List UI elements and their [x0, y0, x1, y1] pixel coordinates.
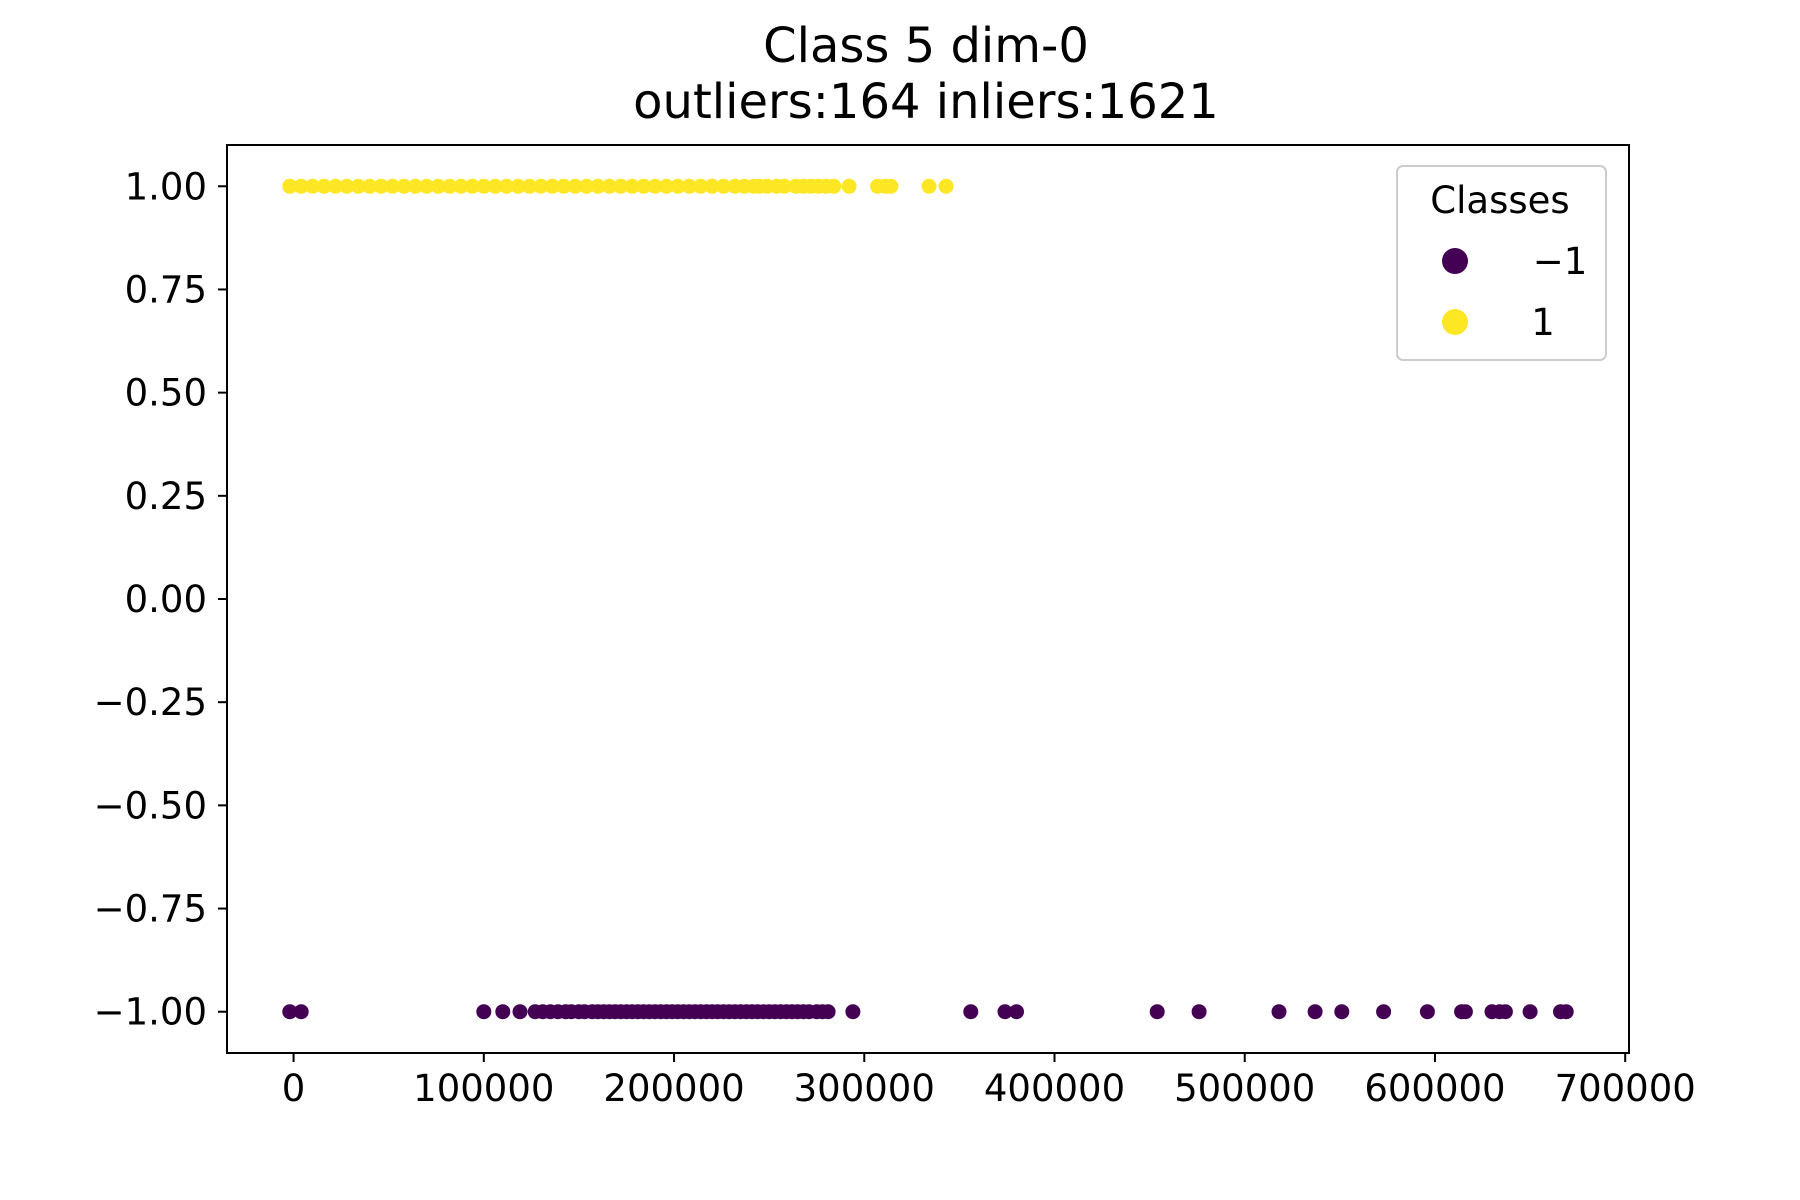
inlier-point — [826, 178, 842, 194]
inlier-point — [407, 178, 423, 194]
x-tick-label: 200000 — [603, 1067, 744, 1110]
inlier-point — [316, 178, 332, 194]
y-tick-label: −0.50 — [94, 784, 207, 827]
inlier-point — [670, 178, 686, 194]
inlier-point — [339, 178, 355, 194]
x-tick-label: 400000 — [984, 1067, 1125, 1110]
x-axis: 0 100000 200000 300000 400000 500000 600000 700… — [282, 1053, 1696, 1110]
inlier-point — [624, 178, 640, 194]
inlier-point — [636, 178, 652, 194]
inlier-point — [704, 178, 720, 194]
inlier-point — [693, 178, 709, 194]
inlier-point — [579, 178, 594, 194]
inlier-point — [647, 178, 663, 194]
inlier-point — [522, 178, 537, 194]
legend-label-outlier: −1 — [1533, 240, 1588, 283]
inlier-point — [362, 178, 378, 194]
inlier-point — [883, 178, 899, 194]
x-tick-label: 300000 — [794, 1067, 935, 1110]
legend-label-inlier: 1 — [1531, 301, 1555, 344]
inlier-point — [305, 178, 321, 194]
inlier-point — [681, 178, 697, 194]
outlier-point — [997, 1004, 1013, 1020]
inlier-point — [776, 178, 792, 194]
inlier-point — [453, 178, 469, 194]
chart-subtitle: outliers:164 inliers:1621 — [633, 74, 1219, 130]
inlier-point — [476, 178, 492, 194]
outlier-point — [1149, 1004, 1165, 1020]
legend-marker-outlier — [1442, 248, 1468, 274]
y-tick-label: 1.00 — [125, 165, 207, 208]
legend: Classes −1 1 — [1396, 165, 1607, 361]
outlier-point — [820, 1004, 836, 1020]
x-tick-label: 100000 — [413, 1067, 554, 1110]
outlier-point — [1419, 1004, 1435, 1020]
inlier-point — [419, 178, 435, 194]
inlier-point — [841, 178, 857, 194]
outlier-point — [1376, 1004, 1392, 1020]
inlier-point — [396, 178, 412, 194]
inlier-point — [613, 178, 629, 194]
outlier-point — [1522, 1004, 1538, 1020]
outlier-point — [1558, 1004, 1574, 1020]
inlier-point — [430, 178, 446, 194]
inlier-point — [442, 178, 458, 194]
outlier-point — [512, 1004, 528, 1020]
data-points — [282, 178, 1574, 1020]
plot-area-frame — [226, 144, 1630, 1054]
outlier-point — [1334, 1004, 1350, 1020]
inlier-point — [510, 178, 526, 194]
outlier-point — [845, 1004, 861, 1020]
outlier-point — [963, 1004, 979, 1020]
inlier-point — [282, 178, 298, 194]
inlier-point — [556, 178, 572, 194]
outlier-point — [282, 1004, 298, 1020]
inlier-point — [658, 178, 674, 194]
inlier-point — [590, 178, 606, 194]
inlier-point — [533, 178, 549, 194]
inlier-point — [601, 178, 617, 194]
y-tick-label: −0.75 — [94, 888, 207, 931]
y-tick-label: 0.50 — [125, 372, 207, 415]
x-tick-label: 600000 — [1364, 1067, 1505, 1110]
x-tick-label: 0 — [282, 1067, 306, 1110]
inlier-point — [350, 178, 366, 194]
inlier-point — [938, 178, 954, 194]
inlier-point — [385, 178, 400, 194]
outlier-point — [1271, 1004, 1287, 1020]
y-tick-label: 0.75 — [125, 268, 207, 311]
y-axis: 1.00 0.75 0.50 0.25 0.00 −0.25 −0.50 −0.75 −1.00 — [94, 165, 227, 1034]
inlier-point — [464, 178, 480, 194]
outlier-point — [1497, 1004, 1513, 1020]
outlier-point — [1009, 1004, 1024, 1020]
inlier-point — [567, 178, 583, 194]
legend-marker-inlier — [1442, 309, 1468, 335]
outlier-point — [495, 1004, 511, 1020]
outlier-point — [293, 1004, 309, 1020]
outlier-point — [1307, 1004, 1323, 1020]
inlier-point — [499, 178, 515, 194]
chart-title: Class 5 dim-0 — [763, 18, 1089, 74]
inlier-point — [716, 178, 731, 194]
inlier-point — [544, 178, 560, 194]
y-tick-label: −0.25 — [94, 681, 207, 724]
outlier-point — [1457, 1004, 1473, 1020]
x-tick-label: 700000 — [1555, 1067, 1696, 1110]
legend-title: Classes — [1430, 179, 1569, 222]
inlier-point — [921, 178, 937, 194]
inlier-point — [293, 178, 309, 194]
inlier-point — [373, 178, 389, 194]
x-tick-label: 500000 — [1174, 1067, 1315, 1110]
y-tick-label: 0.25 — [125, 475, 207, 518]
outlier-point — [1191, 1004, 1207, 1020]
inlier-point — [487, 178, 503, 194]
outlier-point — [476, 1004, 492, 1020]
inlier-point — [327, 178, 343, 194]
y-tick-label: 0.00 — [125, 578, 207, 621]
y-tick-label: −1.00 — [94, 991, 207, 1034]
